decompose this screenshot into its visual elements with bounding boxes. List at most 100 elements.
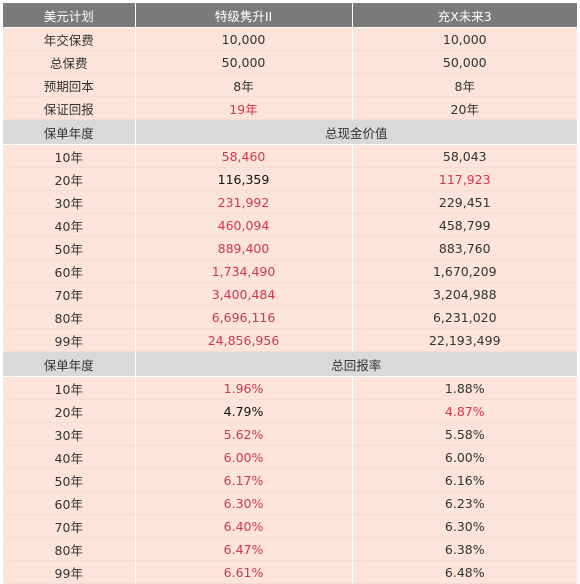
section-header-row: 保单年度 总现金价值 <box>3 119 577 145</box>
value-product-b: 883,760 <box>352 236 577 260</box>
value-product-b: 20年 <box>352 96 577 120</box>
value-product-b: 6.48% <box>352 560 577 584</box>
section-title: 总回报率 <box>135 351 577 377</box>
value-product-b: 50,000 <box>352 50 577 74</box>
row-label: 30年 <box>3 190 136 214</box>
value-product-a: 6.30% <box>135 491 353 515</box>
value-product-b: 1,670,209 <box>352 259 577 283</box>
value-product-a: 6.47% <box>135 537 353 561</box>
value-product-a: 5.62% <box>135 422 353 446</box>
section-year-label: 保单年度 <box>3 351 136 377</box>
header-product-a: 特级隽升II <box>135 3 353 28</box>
value-product-a: 460,094 <box>135 213 353 237</box>
table-row: 99年 24,856,956 22,193,499 <box>3 328 577 352</box>
row-label: 50年 <box>3 236 136 260</box>
value-product-b: 22,193,499 <box>352 328 577 352</box>
value-product-a: 1.96% <box>135 376 353 400</box>
value-product-b: 6.38% <box>352 537 577 561</box>
row-label: 年交保费 <box>3 27 136 51</box>
row-label: 保证回报 <box>3 96 136 120</box>
row-label: 60年 <box>3 491 136 515</box>
row-label: 预期回本 <box>3 73 136 97</box>
value-product-a: 1,734,490 <box>135 259 353 283</box>
table-row: 预期回本 8年 8年 <box>3 73 577 97</box>
comparison-table-body: 美元计划 特级隽升II 充X未来3 年交保费 10,000 10,000 总保费 50,… <box>3 3 577 584</box>
table-row: 年交保费 10,000 10,000 <box>3 27 577 51</box>
value-product-b: 6.00% <box>352 445 577 469</box>
table-row: 30年 5.62% 5.58% <box>3 422 577 446</box>
value-product-b: 5.58% <box>352 422 577 446</box>
value-product-b: 117,923 <box>352 167 577 191</box>
value-product-a: 889,400 <box>135 236 353 260</box>
table-row: 40年 6.00% 6.00% <box>3 445 577 469</box>
table-row: 10年 1.96% 1.88% <box>3 376 577 400</box>
table-row: 99年 6.61% 6.48% <box>3 560 577 584</box>
value-product-a: 6.00% <box>135 445 353 469</box>
row-label: 70年 <box>3 514 136 538</box>
value-product-a: 231,992 <box>135 190 353 214</box>
row-label: 10年 <box>3 144 136 168</box>
section-year-label: 保单年度 <box>3 119 136 145</box>
value-product-b: 3,204,988 <box>352 282 577 306</box>
row-label: 40年 <box>3 213 136 237</box>
table-row: 50年 6.17% 6.16% <box>3 468 577 492</box>
value-product-a: 19年 <box>135 96 353 120</box>
value-product-a: 6,696,116 <box>135 305 353 329</box>
value-product-a: 10,000 <box>135 27 353 51</box>
row-label: 80年 <box>3 537 136 561</box>
row-label: 30年 <box>3 422 136 446</box>
value-product-a: 50,000 <box>135 50 353 74</box>
value-product-a: 8年 <box>135 73 353 97</box>
header-plan-label: 美元计划 <box>3 3 136 28</box>
row-label: 70年 <box>3 282 136 306</box>
table-header-row: 美元计划 特级隽升II 充X未来3 <box>3 3 577 28</box>
table-row: 30年 231,992 229,451 <box>3 190 577 214</box>
table-row: 10年 58,460 58,043 <box>3 144 577 168</box>
table-row: 60年 1,734,490 1,670,209 <box>3 259 577 283</box>
value-product-b: 4.87% <box>352 399 577 423</box>
row-label: 20年 <box>3 167 136 191</box>
section-title: 总现金价值 <box>135 119 577 145</box>
row-label: 20年 <box>3 399 136 423</box>
value-product-a: 6.61% <box>135 560 353 584</box>
row-label: 总保费 <box>3 50 136 74</box>
value-product-b: 8年 <box>352 73 577 97</box>
value-product-a: 24,856,956 <box>135 328 353 352</box>
row-label: 99年 <box>3 328 136 352</box>
header-product-b: 充X未来3 <box>352 3 577 28</box>
value-product-a: 6.40% <box>135 514 353 538</box>
table-row: 50年 889,400 883,760 <box>3 236 577 260</box>
value-product-a: 116,359 <box>135 167 353 191</box>
row-label: 10年 <box>3 376 136 400</box>
comparison-table: 美元计划 特级隽升II 充X未来3 年交保费 10,000 10,000 总保费 50,… <box>3 3 577 584</box>
value-product-b: 6.16% <box>352 468 577 492</box>
value-product-a: 6.17% <box>135 468 353 492</box>
section-header-row: 保单年度 总回报率 <box>3 351 577 377</box>
table-row: 20年 4.79% 4.87% <box>3 399 577 423</box>
row-label: 80年 <box>3 305 136 329</box>
value-product-a: 3,400,484 <box>135 282 353 306</box>
table-row: 总保费 50,000 50,000 <box>3 50 577 74</box>
row-label: 40年 <box>3 445 136 469</box>
table-row: 保证回报 19年 20年 <box>3 96 577 120</box>
value-product-b: 6.23% <box>352 491 577 515</box>
value-product-b: 58,043 <box>352 144 577 168</box>
row-label: 50年 <box>3 468 136 492</box>
value-product-b: 1.88% <box>352 376 577 400</box>
value-product-a: 4.79% <box>135 399 353 423</box>
table-row: 80年 6,696,116 6,231,020 <box>3 305 577 329</box>
table-row: 70年 3,400,484 3,204,988 <box>3 282 577 306</box>
row-label: 99年 <box>3 560 136 584</box>
row-label: 60年 <box>3 259 136 283</box>
value-product-a: 58,460 <box>135 144 353 168</box>
value-product-b: 10,000 <box>352 27 577 51</box>
value-product-b: 6.30% <box>352 514 577 538</box>
value-product-b: 229,451 <box>352 190 577 214</box>
table-row: 60年 6.30% 6.23% <box>3 491 577 515</box>
table-row: 20年 116,359 117,923 <box>3 167 577 191</box>
value-product-b: 458,799 <box>352 213 577 237</box>
table-row: 40年 460,094 458,799 <box>3 213 577 237</box>
table-row: 80年 6.47% 6.38% <box>3 537 577 561</box>
table-row: 70年 6.40% 6.30% <box>3 514 577 538</box>
value-product-b: 6,231,020 <box>352 305 577 329</box>
